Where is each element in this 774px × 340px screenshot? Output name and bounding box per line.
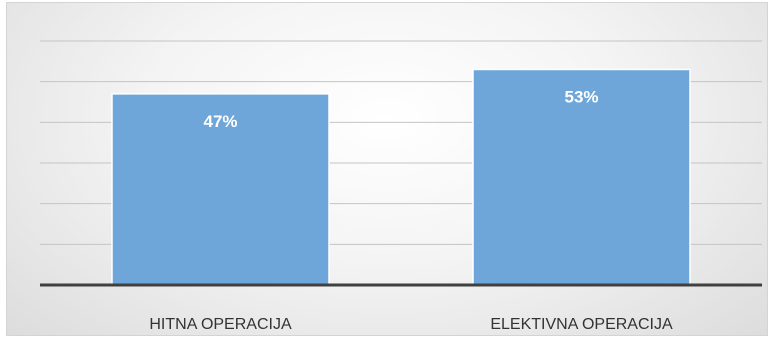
labels: 47% HITNA OPERACIJA 53% ELEKTIVNA OPERACIJA	[149, 87, 673, 333]
category-label: ELEKTIVNA OPERACIJA	[490, 316, 673, 333]
data-label: 53%	[564, 87, 598, 106]
chart-area: 47% HITNA OPERACIJA 53% ELEKTIVNA OPERACIJA	[6, 2, 768, 336]
category-label: HITNA OPERACIJA	[149, 316, 292, 333]
bar	[472, 68, 691, 286]
data-label: 47%	[203, 112, 237, 131]
bars	[111, 68, 691, 286]
bar-chart: 47% HITNA OPERACIJA 53% ELEKTIVNA OPERACIJA	[40, 40, 762, 333]
